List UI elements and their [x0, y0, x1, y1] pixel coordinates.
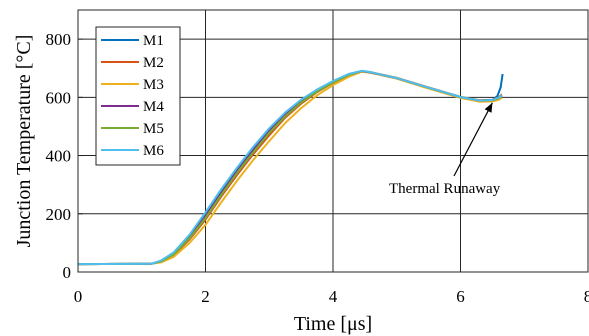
y-axis-title: Junction Temperature [°C]: [13, 35, 35, 248]
y-tick-label: 200: [46, 205, 72, 224]
y-tick-label: 0: [63, 263, 72, 282]
x-tick-label: 2: [201, 287, 210, 306]
series-layer: [77, 69, 504, 266]
legend-label-m6: M6: [143, 143, 164, 159]
legend-box: [95, 26, 181, 166]
ticks: 0 2 4 6 8 0 200 400 600 800: [46, 30, 589, 306]
x-tick-label: 0: [74, 287, 83, 306]
x-tick-label: 6: [456, 287, 465, 306]
legend-label-m5: M5: [143, 121, 164, 137]
annotation-arrow-head: [484, 102, 493, 113]
legend-label-m3: M3: [143, 77, 164, 93]
grid: [78, 10, 588, 272]
annotation-arrow-line: [453, 102, 493, 177]
series-line-m6: [77, 69, 503, 266]
legend-label-m4: M4: [143, 99, 164, 115]
y-tick-label: 600: [46, 88, 72, 107]
x-tick-label: 4: [329, 287, 338, 306]
y-tick-label: 800: [46, 30, 72, 49]
x-tick-label: 8: [584, 287, 589, 306]
x-axis-title: Time [μs]: [294, 313, 372, 335]
y-tick-label: 400: [46, 147, 72, 166]
legend: M1 M2 M3 M4 M5 M6: [95, 26, 181, 166]
legend-label-m2: M2: [143, 55, 164, 71]
annotation-layer: Thermal Runaway: [389, 102, 501, 197]
annotation-thermal-runaway: Thermal Runaway: [389, 181, 501, 197]
legend-label-m1: M1: [143, 33, 164, 49]
